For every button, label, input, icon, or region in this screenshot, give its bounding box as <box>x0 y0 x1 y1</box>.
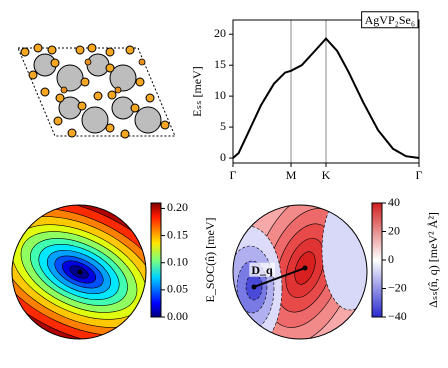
formula-label: AgVP₂Se₆ <box>365 13 415 27</box>
x-tick-label: M <box>286 168 297 182</box>
colorbar-tick-label: −20 <box>388 280 407 294</box>
plot-frame <box>232 19 420 164</box>
colorbar <box>371 202 383 318</box>
soc-map <box>12 205 146 339</box>
x-tick-label: Γ <box>230 168 237 182</box>
y-tick-label: 10 <box>214 88 226 102</box>
colorbar-label: E_SOC(n̂) [meV] <box>203 218 217 303</box>
colorbar-tick-label: 0.15 <box>167 227 188 241</box>
formula-box <box>361 11 419 29</box>
x-tick-label: K <box>322 168 331 182</box>
line-series <box>232 37 420 159</box>
map-border <box>11 204 147 340</box>
map-border <box>232 204 368 340</box>
colorbar-tick-label: 0.00 <box>167 309 188 323</box>
crystal-structure <box>17 43 176 139</box>
colorbar-tick-label: −40 <box>388 309 407 323</box>
dq-arrow <box>253 267 306 288</box>
y-tick-label: 15 <box>214 57 226 71</box>
label-box <box>249 262 275 277</box>
vector-label: D_q <box>251 263 273 277</box>
colorbar-tick-label: 0.20 <box>167 200 188 214</box>
dq-dot <box>251 284 257 290</box>
colorbar-tick-label: 20 <box>388 223 400 237</box>
colorbar-tick-label: 0.10 <box>167 254 188 268</box>
y-tick-label: 5 <box>220 119 226 133</box>
colorbar <box>150 202 162 318</box>
colorbar-label: Δₛₛ(n̂, q) [meV² Å²] <box>426 212 440 308</box>
colorbar-tick-label: 0 <box>388 252 394 266</box>
ss-map <box>233 205 367 339</box>
x-tick-label: Γ <box>416 168 423 182</box>
y-axis-label: Eₛₛ [meV] <box>190 66 204 117</box>
dq-dot <box>302 265 308 271</box>
y-tick-label: 20 <box>214 26 226 40</box>
minimum-dot <box>77 269 83 275</box>
y-tick-label: 0 <box>220 150 226 164</box>
colorbar-tick-label: 0.05 <box>167 282 188 296</box>
colorbar-tick-label: 40 <box>388 195 400 209</box>
